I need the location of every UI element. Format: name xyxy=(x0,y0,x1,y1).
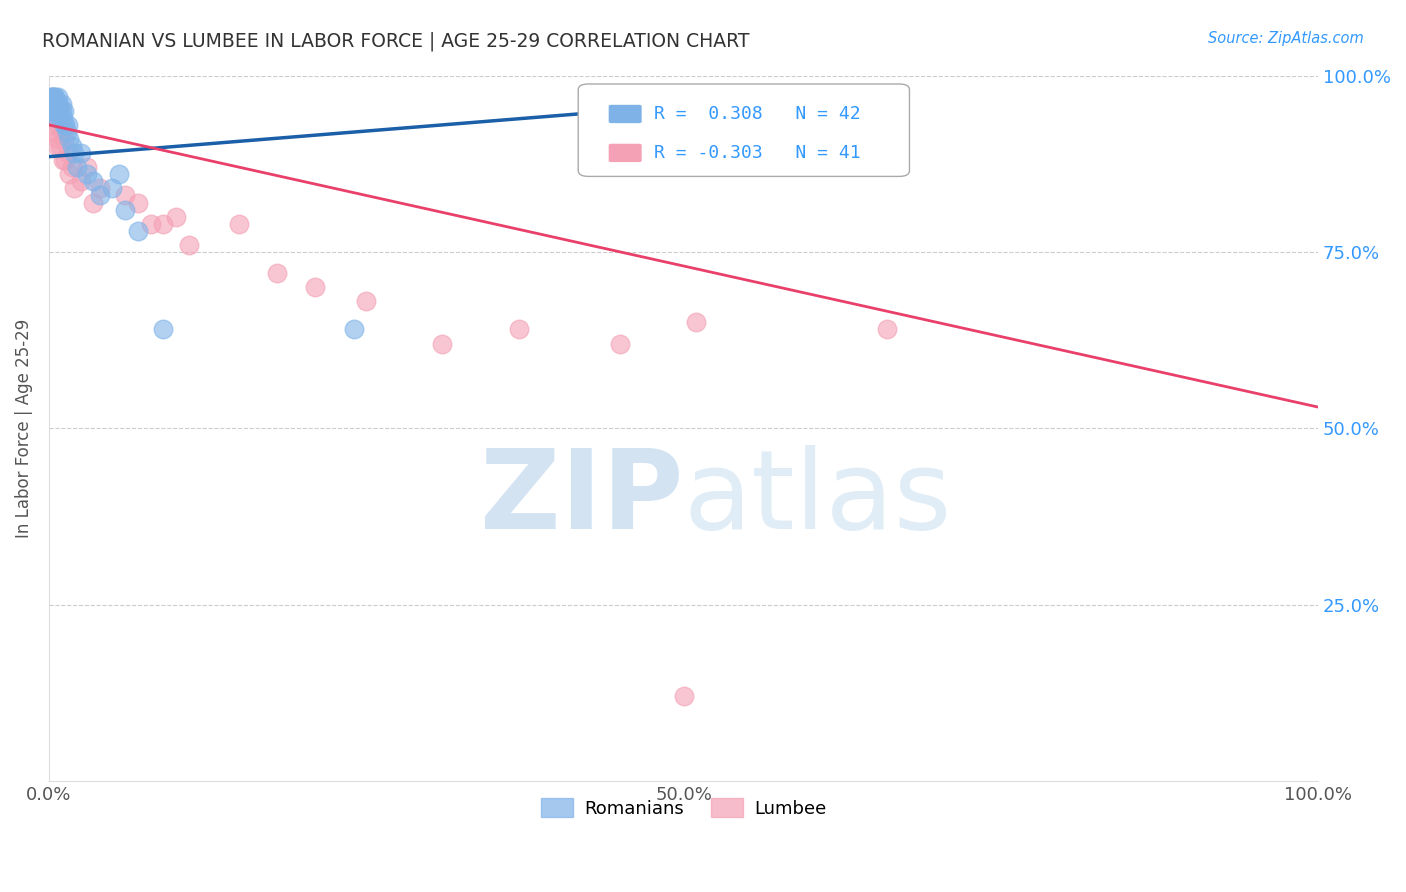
Point xyxy=(82,174,104,188)
Point xyxy=(46,103,69,118)
Point xyxy=(824,89,846,103)
Text: ZIP: ZIP xyxy=(481,445,683,552)
Point xyxy=(69,174,91,188)
Point xyxy=(139,217,162,231)
Point xyxy=(66,160,89,174)
Point xyxy=(63,181,86,195)
Point xyxy=(127,224,149,238)
Point xyxy=(76,167,98,181)
Point xyxy=(48,118,70,132)
Point xyxy=(41,89,63,103)
Point xyxy=(58,167,80,181)
Point xyxy=(42,89,65,103)
Point xyxy=(56,146,79,161)
Point xyxy=(44,125,66,139)
Text: Source: ZipAtlas.com: Source: ZipAtlas.com xyxy=(1208,31,1364,46)
Point xyxy=(56,118,79,132)
FancyBboxPatch shape xyxy=(609,104,641,123)
Y-axis label: In Labor Force | Age 25-29: In Labor Force | Age 25-29 xyxy=(15,318,32,538)
Point xyxy=(672,690,695,704)
Point xyxy=(266,266,288,280)
Text: R = -0.303   N = 41: R = -0.303 N = 41 xyxy=(654,144,860,162)
Point xyxy=(39,103,62,118)
Point xyxy=(304,280,326,294)
Point xyxy=(42,103,65,118)
Point xyxy=(685,315,707,329)
FancyBboxPatch shape xyxy=(578,84,910,177)
Point xyxy=(177,237,200,252)
Point xyxy=(53,103,76,118)
Point xyxy=(39,96,62,111)
Point xyxy=(63,146,86,161)
Point xyxy=(51,96,73,111)
Point xyxy=(58,132,80,146)
Point xyxy=(46,89,69,103)
Point xyxy=(101,181,124,195)
Point xyxy=(508,322,530,336)
Point xyxy=(46,132,69,146)
Point xyxy=(49,139,72,153)
Point xyxy=(42,118,65,132)
Point xyxy=(44,103,66,118)
Point xyxy=(42,96,65,111)
Point xyxy=(55,153,77,168)
Point xyxy=(55,118,77,132)
Point xyxy=(609,336,631,351)
Point xyxy=(42,89,65,103)
Point xyxy=(45,111,67,125)
Point xyxy=(152,217,174,231)
Point xyxy=(60,139,83,153)
Point xyxy=(41,103,63,118)
Point xyxy=(82,195,104,210)
Point xyxy=(152,322,174,336)
Point xyxy=(356,294,378,309)
Point xyxy=(41,96,63,111)
Point xyxy=(55,125,77,139)
Point xyxy=(45,139,67,153)
Point xyxy=(46,103,69,118)
Point xyxy=(41,111,63,125)
Point xyxy=(52,153,75,168)
Point xyxy=(60,160,83,174)
Point xyxy=(89,181,111,195)
Point xyxy=(39,89,62,103)
Point xyxy=(228,217,250,231)
Text: ROMANIAN VS LUMBEE IN LABOR FORCE | AGE 25-29 CORRELATION CHART: ROMANIAN VS LUMBEE IN LABOR FORCE | AGE … xyxy=(42,31,749,51)
Legend: Romanians, Lumbee: Romanians, Lumbee xyxy=(533,791,834,825)
Point xyxy=(342,322,364,336)
Point xyxy=(51,103,73,118)
Point xyxy=(89,188,111,202)
Point xyxy=(114,188,136,202)
Point xyxy=(44,96,66,111)
Point xyxy=(53,132,76,146)
Point xyxy=(876,322,898,336)
Point xyxy=(114,202,136,217)
Point xyxy=(107,167,129,181)
Point xyxy=(45,96,67,111)
Point xyxy=(44,89,66,103)
Point xyxy=(69,146,91,161)
Point xyxy=(49,111,72,125)
Point xyxy=(42,96,65,111)
Point xyxy=(127,195,149,210)
FancyBboxPatch shape xyxy=(609,144,641,162)
Point xyxy=(52,111,75,125)
Point xyxy=(42,89,65,103)
Point xyxy=(51,125,73,139)
Text: atlas: atlas xyxy=(683,445,952,552)
Point xyxy=(165,210,187,224)
Point xyxy=(48,103,70,118)
Point xyxy=(53,118,76,132)
Point xyxy=(76,160,98,174)
Point xyxy=(432,336,454,351)
Text: R =  0.308   N = 42: R = 0.308 N = 42 xyxy=(654,105,860,123)
Point xyxy=(48,96,70,111)
Point xyxy=(44,111,66,125)
Point xyxy=(42,103,65,118)
